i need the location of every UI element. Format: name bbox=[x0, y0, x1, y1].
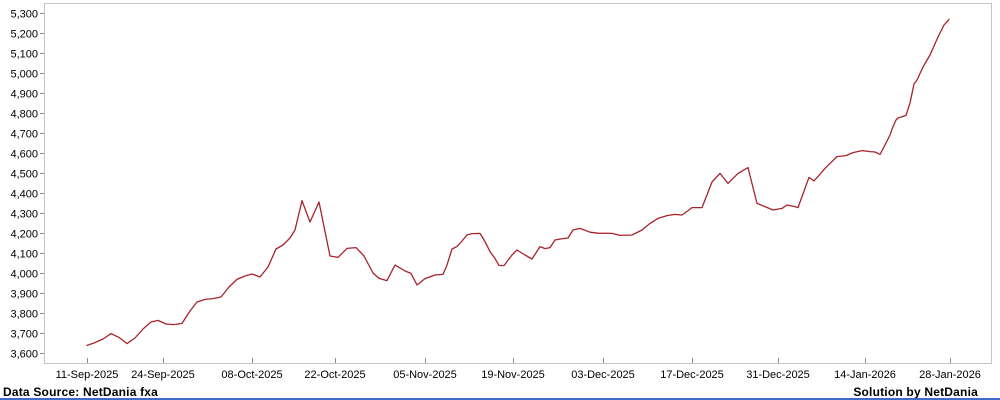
y-axis-tick-label: 4,800 bbox=[10, 109, 38, 121]
y-axis-tick-label: 4,400 bbox=[10, 189, 38, 201]
y-axis-tick-label: 3,600 bbox=[10, 349, 38, 361]
x-axis-tick-label: 24-Sep-2025 bbox=[131, 369, 195, 381]
x-axis-tick-label: 11-Sep-2025 bbox=[56, 369, 119, 381]
y-axis-tick-label: 5,200 bbox=[10, 29, 38, 41]
y-axis-tick-label: 4,700 bbox=[10, 129, 38, 141]
y-axis-tick-label: 4,100 bbox=[10, 249, 38, 261]
x-axis-tick-label: 08-Oct-2025 bbox=[221, 369, 282, 381]
y-axis-tick-label: 4,300 bbox=[10, 209, 38, 221]
y-axis-tick-label: 4,000 bbox=[10, 269, 38, 281]
x-axis-tick-label: 31-Dec-2025 bbox=[746, 369, 810, 381]
y-axis-tick-label: 5,300 bbox=[10, 9, 38, 21]
x-axis-tick-label: 22-Oct-2025 bbox=[304, 369, 365, 381]
price-line-series bbox=[86, 18, 950, 347]
x-axis-tick-label: 03-Dec-2025 bbox=[571, 369, 635, 381]
y-axis-tick-label: 3,700 bbox=[10, 329, 38, 341]
bottom-accent-rule bbox=[0, 398, 1000, 400]
plot-border bbox=[44, 3, 992, 364]
y-axis-tick-label: 3,800 bbox=[10, 309, 38, 321]
x-axis-tick-label: 17-Dec-2025 bbox=[660, 369, 724, 381]
y-axis-tick-label: 5,000 bbox=[10, 69, 38, 81]
x-axis-tick-label: 14-Jan-2026 bbox=[834, 369, 896, 381]
y-axis-tick-label: 4,900 bbox=[10, 89, 38, 101]
y-axis-tick-label: 3,900 bbox=[10, 289, 38, 301]
x-axis-tick-label: 28-Jan-2026 bbox=[919, 369, 981, 381]
y-axis-tick-label: 4,600 bbox=[10, 149, 38, 161]
y-axis-tick-label: 4,500 bbox=[10, 169, 38, 181]
solution-by-label: Solution by NetDania bbox=[853, 385, 978, 399]
y-axis-tick-label: 4,200 bbox=[10, 229, 38, 241]
x-axis-tick-label: 19-Nov-2025 bbox=[481, 369, 545, 381]
x-axis-tick-label: 05-Nov-2025 bbox=[393, 369, 457, 381]
y-axis-tick-label: 5,100 bbox=[10, 49, 38, 61]
data-source-label: Data Source: NetDania fxa bbox=[3, 385, 159, 399]
